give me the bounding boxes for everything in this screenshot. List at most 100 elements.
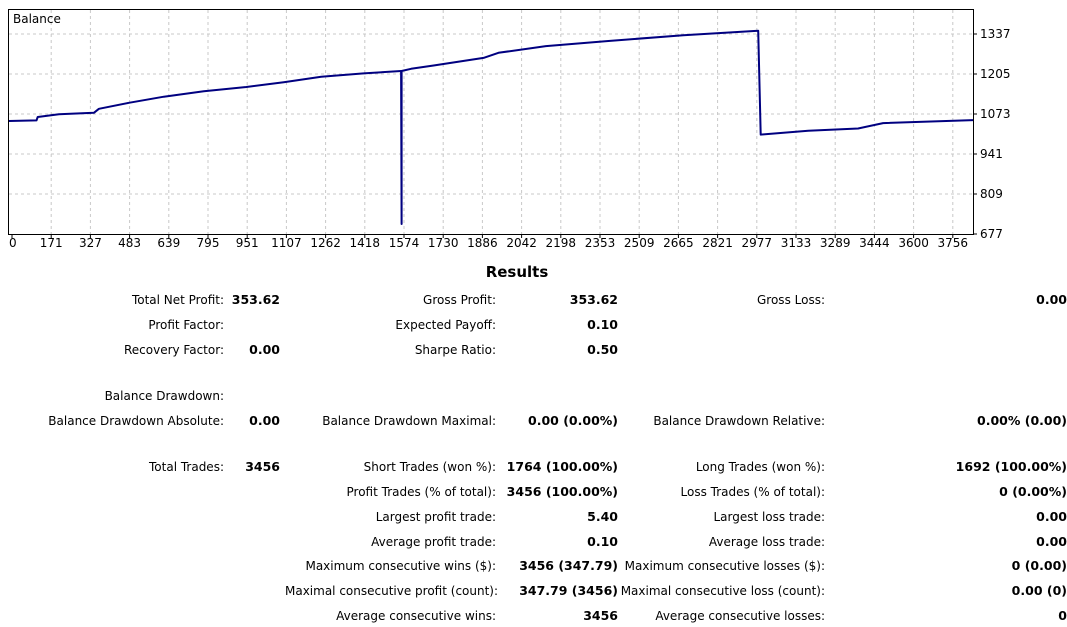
result-value: 0 [1058,608,1067,623]
result-label: Balance Drawdown Absolute: [48,414,224,428]
result-label: Gross Loss: [757,293,825,307]
result-value: 0.00 [1036,534,1067,549]
result-label: Total Trades: [149,460,224,474]
y-tick-label: 1073 [980,107,1011,121]
result-label: Average consecutive losses: [655,609,825,623]
result-label: Sharpe Ratio: [414,343,496,357]
results-row: Total Trades: 3456 Short Trades (won %): 17… [0,457,1067,477]
result-value: 1764 (100.00%) [506,459,618,474]
x-tick-label: 483 [118,236,141,250]
result-label: Balance Drawdown: [104,389,224,403]
x-tick-label: 3444 [859,236,890,250]
results-title: Results [485,263,549,281]
y-tick-label: 677 [980,227,1003,241]
result-value: 347.79 (3456) [519,583,618,598]
result-label: Maximal consecutive profit (count): [285,584,499,598]
result-label: Long Trades (won %): [695,460,825,474]
x-tick-label: 1574 [389,236,420,250]
x-tick-label: 3133 [781,236,812,250]
result-label: Profit Factor: [148,318,224,332]
x-tick-label: 2977 [742,236,773,250]
result-value: 0.00% (0.00) [977,413,1067,428]
result-value: 353.62 [231,292,280,307]
x-tick-label: 795 [197,236,220,250]
x-tick-label: 2353 [585,236,616,250]
x-tick-label: 1886 [467,236,498,250]
result-value: 0.00 (0) [1011,583,1067,598]
x-tick-label: 3756 [938,236,969,250]
x-tick-label: 1107 [271,236,302,250]
result-value: 0.10 [587,317,618,332]
x-tick-label: 3289 [820,236,851,250]
result-value: 3456 [583,608,618,623]
result-label: Total Net Profit: [131,293,224,307]
result-label: Largest loss trade: [713,510,825,524]
result-value: 1692 (100.00%) [955,459,1067,474]
y-tick-label: 1205 [980,67,1011,81]
results-row: Maximal consecutive profit (count): 347.7… [0,581,1067,601]
result-value: 0.50 [587,342,618,357]
result-label: Average consecutive wins: [336,609,496,623]
results-row: Total Net Profit: 353.62 Gross Profit: 353.… [0,290,1067,310]
result-value: 3456 [245,459,280,474]
x-tick-label: 0 [9,236,17,250]
chart-grid [9,10,973,234]
result-label: Gross Profit: [423,293,496,307]
result-value: 0.00 [249,413,280,428]
x-tick-label: 1418 [350,236,381,250]
results-row: Profit Factor: Expected Payoff: 0.10 [0,315,1067,335]
chart-ticks: 0 171 327 483 639 795 951 1107 1262 1418 1574 1730 1… [9,27,1011,250]
x-tick-label: 2198 [546,236,577,250]
x-tick-label: 1730 [428,236,459,250]
balance-chart: 0 171 327 483 639 795 951 1107 1262 1418 1574 1730 1… [8,9,1011,250]
x-tick-label: 1262 [310,236,341,250]
x-tick-label: 2821 [702,236,733,250]
result-label: Average loss trade: [708,535,825,549]
y-tick-label: 1337 [980,27,1011,41]
result-value: 0.00 [1036,509,1067,524]
result-label: Profit Trades (% of total): [346,485,496,499]
result-value: 0 (0.00) [1011,558,1067,573]
x-tick-label: 171 [40,236,63,250]
chart-title: Balance [13,12,61,26]
chart-plot-area [8,9,974,235]
result-label: Maximal consecutive loss (count): [620,584,825,598]
result-label: Loss Trades (% of total): [680,485,826,499]
result-label: Average profit trade: [371,535,496,549]
result-value: 0.10 [587,534,618,549]
balance-line [8,29,974,225]
results-row: Profit Trades (% of total): 3456 (100.00%… [0,482,1067,502]
x-tick-label: 2665 [663,236,694,250]
results-row: Average profit trade: 0.10 Average loss tr… [0,532,1067,552]
result-value: 5.40 [587,509,618,524]
y-tick-label: 809 [980,187,1003,201]
result-value: 0 (0.00%) [999,484,1067,499]
results-row: Largest profit trade: 5.40 Largest loss tr… [0,507,1067,527]
result-label: Short Trades (won %): [363,460,496,474]
result-label: Recovery Factor: [123,343,224,357]
x-tick-label: 639 [157,236,180,250]
result-label: Maximum consecutive losses ($): [624,559,825,573]
result-label: Expected Payoff: [395,318,496,332]
results-row: Balance Drawdown: [0,386,1067,406]
result-label: Largest profit trade: [375,510,496,524]
result-value: 353.62 [569,292,618,307]
result-value: 3456 (100.00%) [506,484,618,499]
result-value: 3456 (347.79) [519,558,618,573]
results-row: Maximum consecutive wins ($): 3456 (347.7… [0,556,1067,576]
results-row: Recovery Factor: 0.00 Sharpe Ratio: 0.50 [0,340,1067,360]
result-value: 0.00 (0.00%) [528,413,618,428]
x-tick-label: 3600 [898,236,929,250]
x-tick-label: 2509 [624,236,655,250]
result-value: 0.00 [249,342,280,357]
x-tick-label: 2042 [506,236,537,250]
result-value: 0.00 [1036,292,1067,307]
results-row: Average consecutive wins: 3456 Average con… [0,606,1067,626]
x-tick-label: 327 [79,236,102,250]
result-label: Balance Drawdown Maximal: [322,414,496,428]
results-row: Balance Drawdown Absolute: 0.00 Balance Dr… [0,411,1067,431]
result-label: Maximum consecutive wins ($): [305,559,496,573]
result-label: Balance Drawdown Relative: [653,414,825,428]
balance-series [8,29,974,225]
x-tick-label: 951 [236,236,259,250]
